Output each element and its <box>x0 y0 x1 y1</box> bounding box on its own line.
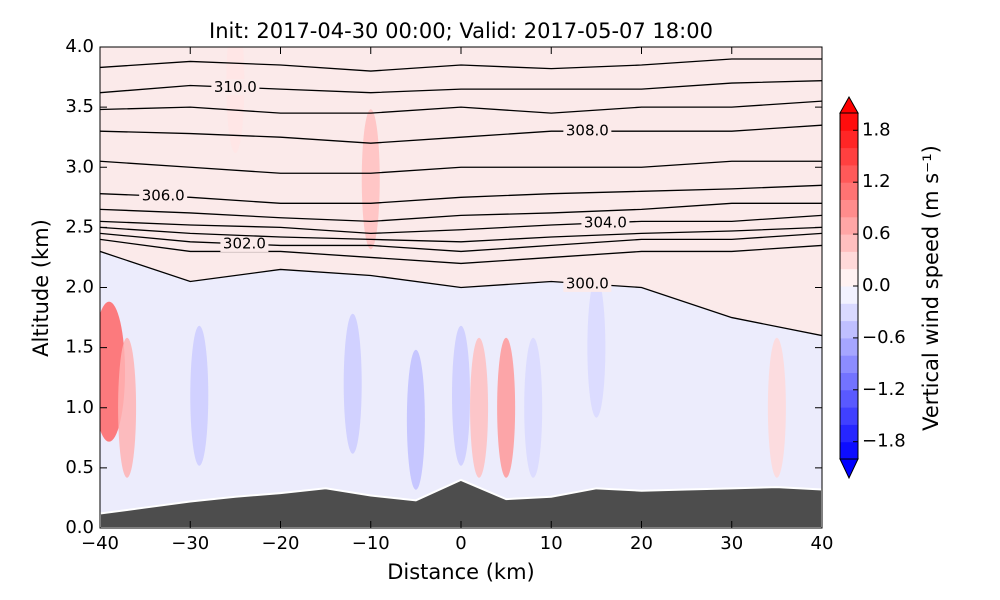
x-tick-label: 20 <box>630 533 653 554</box>
colorbar-tick-label: −1.8 <box>862 431 906 452</box>
y-tick-label: 0.5 <box>65 457 94 478</box>
x-tick-label: −20 <box>262 533 300 554</box>
x-tick-label: −40 <box>81 533 119 554</box>
y-tick-label: 2.0 <box>65 277 94 298</box>
y-tick-label: 0.0 <box>65 517 94 538</box>
contour-label-bg <box>563 123 612 140</box>
wind-feature <box>343 313 362 454</box>
contour-label-bg <box>139 188 188 205</box>
x-axis-label: Distance (km) <box>387 560 535 584</box>
x-tick-label: −10 <box>352 533 390 554</box>
x-tick-label: −30 <box>171 533 209 554</box>
colorbar-band <box>840 234 858 252</box>
y-tick-label: 1.5 <box>65 337 94 358</box>
colorbar-extend-top <box>839 95 859 114</box>
wind-feature <box>361 109 380 250</box>
colorbar-band <box>840 182 858 200</box>
wind-feature <box>452 325 470 466</box>
colorbar-band <box>840 389 858 408</box>
colorbar-band <box>840 372 858 391</box>
colorbar-band <box>840 268 858 287</box>
wind-feature <box>470 337 489 478</box>
contour-label: 306.0 <box>142 187 185 205</box>
colorbar-band <box>840 216 858 235</box>
wind-feature <box>524 337 543 478</box>
colorbar-tick-label: 0.0 <box>862 275 891 296</box>
colorbar-tick-label: 1.2 <box>862 171 891 192</box>
colorbar-band <box>840 147 858 166</box>
colorbar-band <box>840 199 858 218</box>
contour-label-bg <box>563 275 612 292</box>
colorbar-band <box>840 424 858 443</box>
colorbar-band <box>840 337 858 356</box>
colorbar-band <box>840 355 858 373</box>
contour-line <box>100 160 822 174</box>
contour-line <box>100 184 822 204</box>
contour-line <box>100 226 822 243</box>
colorbar-band <box>840 130 858 149</box>
colorbar-band <box>840 251 858 270</box>
colorbar-extend-bottom <box>839 458 859 480</box>
contour-line <box>100 250 822 337</box>
wind-feature <box>587 277 606 418</box>
x-tick-label: 0 <box>455 533 466 554</box>
contour-line <box>100 58 822 72</box>
wind-feature <box>406 349 425 490</box>
terrain <box>100 478 822 528</box>
wind-feature <box>767 337 786 478</box>
colorbar-band <box>840 113 858 131</box>
contour-line <box>100 124 822 144</box>
wind-feature <box>226 47 245 154</box>
wind-feature <box>190 325 209 466</box>
wind-feature <box>497 337 516 478</box>
contour-label: 300.0 <box>566 274 609 292</box>
colorbar-band <box>840 320 858 339</box>
y-tick-label: 3.0 <box>65 156 94 177</box>
field-upper <box>100 47 822 336</box>
y-tick-label: 1.0 <box>65 397 94 418</box>
x-tick-label: 10 <box>540 533 563 554</box>
y-axis-label: Altitude (km) <box>29 219 53 357</box>
contour-line <box>100 214 822 235</box>
colorbar-tick-label: 0.6 <box>862 223 891 244</box>
contour-line <box>100 238 822 265</box>
y-tick-label: 4.0 <box>65 36 94 57</box>
plot-area: 300.0 302.0 304.0 306.0 308.0 310.0 <box>100 47 822 528</box>
contour-line <box>100 202 822 223</box>
colorbar-tick-label: −1.2 <box>862 379 906 400</box>
y-tick-label: 3.5 <box>65 96 94 117</box>
contour-label: 302.0 <box>223 234 266 252</box>
colorbar-band <box>840 303 858 322</box>
x-tick-label: 30 <box>720 533 743 554</box>
contour-label-bg <box>581 214 630 231</box>
x-tick-label: 40 <box>811 533 834 554</box>
wind-feature <box>118 337 137 478</box>
contour-label: 308.0 <box>566 122 609 140</box>
colorbar-band <box>840 441 858 460</box>
contour-line <box>100 232 822 253</box>
colorbar-band <box>840 164 858 183</box>
contour-label: 304.0 <box>584 213 627 231</box>
colorbar-label: Vertical wind speed (m s⁻¹) <box>919 145 943 431</box>
colorbar-tick-label: 1.8 <box>862 119 891 140</box>
y-tick-label: 2.5 <box>65 216 94 237</box>
colorbar-band <box>840 286 858 304</box>
colorbar-band <box>840 407 858 425</box>
contour-line <box>100 100 822 114</box>
colorbar-tick-label: −0.6 <box>862 327 906 348</box>
contour-label: 310.0 <box>214 78 257 96</box>
contour-label-bg <box>220 235 269 252</box>
chart-title: Init: 2017-04-30 00:00; Valid: 2017-05-0… <box>209 19 713 43</box>
contour-label-bg <box>211 79 260 96</box>
